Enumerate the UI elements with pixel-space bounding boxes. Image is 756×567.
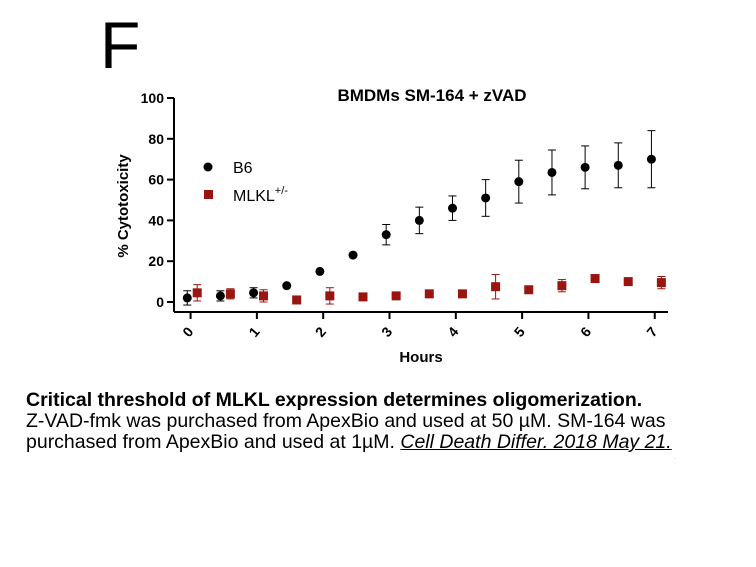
data-point-b6 — [348, 250, 358, 260]
x-tick-label: 0 — [179, 324, 196, 340]
panel-letter: F — [100, 8, 141, 82]
y-tick-label: 40 — [148, 212, 164, 228]
data-point-b6 — [182, 293, 192, 303]
x-tick-label: 7 — [643, 324, 660, 340]
data-point-b6 — [414, 215, 424, 225]
legend-superscript: +/- — [275, 185, 288, 197]
x-tick-label: 6 — [577, 324, 594, 340]
y-tick-label: 20 — [148, 253, 164, 269]
legend: B6 MLKL+/- — [203, 160, 288, 205]
data-point-mlkl — [457, 289, 467, 299]
x-tick-label: 4 — [444, 324, 461, 340]
y-axis-label: % Cytotoxicity — [115, 154, 132, 258]
data-point-mlkl — [424, 289, 434, 299]
data-point-mlkl — [391, 291, 401, 301]
data-point-mlkl — [358, 292, 368, 302]
data-point-b6 — [249, 288, 259, 298]
x-tick-label: 2 — [312, 324, 329, 340]
y-tick-label: 60 — [148, 172, 164, 188]
data-point-mlkl — [292, 295, 302, 305]
data-point-b6 — [282, 281, 292, 291]
axes: 0 20 40 60 80 100 0 1 2 3 4 5 6 7 — [141, 90, 668, 340]
data-point-b6 — [215, 291, 225, 301]
data-point-b6 — [315, 266, 325, 276]
y-tick-label: 100 — [141, 90, 165, 106]
data-point-b6 — [447, 203, 457, 213]
legend-marker-b6 — [203, 162, 213, 172]
data-point-b6 — [646, 154, 656, 164]
caption-body: Z-VAD-fmk was purchased from ApexBio and… — [26, 410, 666, 453]
decorative-dot: · — [674, 456, 676, 462]
y-tick-label: 0 — [156, 294, 164, 310]
x-axis-label: Hours — [399, 349, 442, 366]
data-point-mlkl — [192, 288, 202, 298]
data-point-mlkl — [656, 278, 666, 288]
data-point-mlkl — [557, 281, 567, 291]
chart-title: BMDMs SM-164 + zVAD — [337, 86, 526, 105]
x-tick-label: 3 — [378, 324, 395, 340]
data-point-mlkl — [623, 277, 633, 287]
legend-label-b6: B6 — [233, 160, 253, 177]
figure-caption: Critical threshold of MLKL expression de… — [26, 390, 751, 453]
data-point-mlkl — [524, 285, 534, 295]
caption-title: Critical threshold of MLKL expression de… — [26, 389, 643, 411]
legend-marker-mlkl — [204, 190, 213, 199]
data-point-mlkl — [491, 282, 501, 292]
data-point-mlkl — [590, 274, 600, 284]
data-point-b6 — [580, 162, 590, 172]
data-marks — [182, 130, 666, 306]
data-point-mlkl — [259, 291, 269, 301]
cytotoxicity-chart: BMDMs SM-164 + zVAD % Cytotoxicity Hours… — [115, 86, 668, 366]
data-point-b6 — [481, 193, 491, 203]
x-tick-label: 1 — [245, 324, 262, 340]
data-point-b6 — [381, 230, 391, 240]
data-point-b6 — [547, 167, 557, 177]
data-point-b6 — [613, 160, 623, 170]
data-point-mlkl — [225, 289, 235, 299]
y-tick-label: 80 — [148, 131, 164, 147]
x-tick-label: 5 — [511, 324, 528, 340]
data-point-mlkl — [325, 291, 335, 301]
caption-citation[interactable]: Cell Death Differ. 2018 May 21. — [400, 431, 672, 453]
legend-label-mlkl: MLKL+/- — [233, 185, 288, 205]
data-point-b6 — [514, 177, 524, 187]
